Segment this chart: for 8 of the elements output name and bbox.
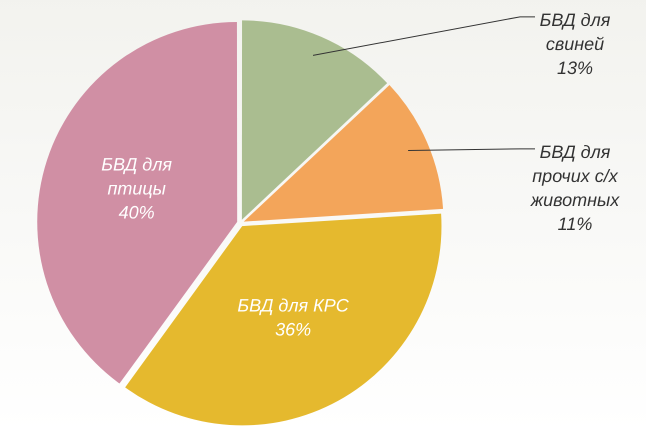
data-label: 40%: [118, 202, 155, 222]
slice-label: БВД для КРС: [237, 296, 350, 316]
data-label: 36%: [275, 320, 312, 340]
slice-label: БВД для прочих с/х животных: [530, 142, 620, 210]
data-label: 11%: [558, 214, 592, 234]
data-label: 13%: [556, 58, 594, 78]
slice-label: БВД для птицы: [101, 154, 172, 198]
slice-label: БВД для свиней: [540, 10, 611, 54]
